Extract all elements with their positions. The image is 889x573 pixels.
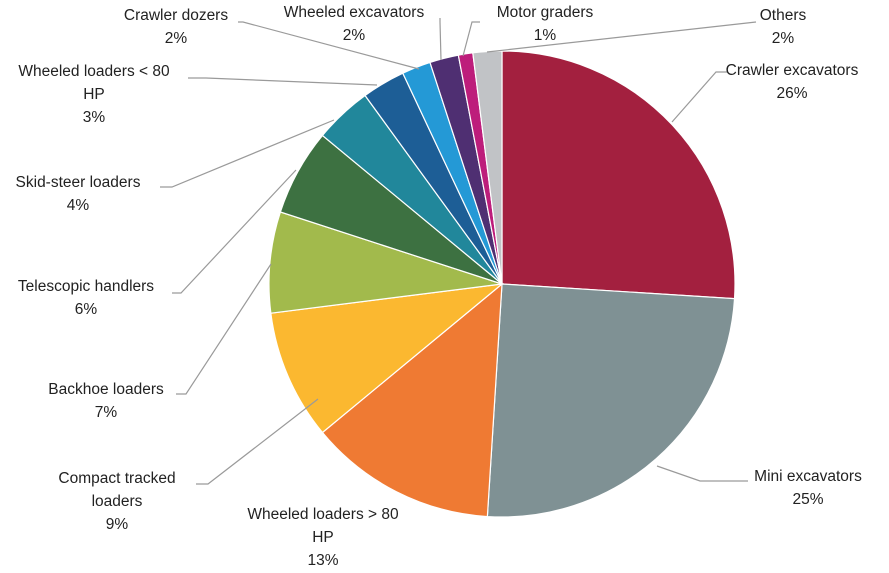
leader-line [172, 169, 297, 294]
slice-name: Motor graders [497, 4, 594, 21]
slice-percent: 2% [343, 27, 366, 44]
leader-line [238, 21, 420, 70]
slice-label: Telescopic handlers 6% [18, 278, 154, 318]
pie-slice-wheeled-loaders-80-hp [321, 282, 503, 518]
slice-label: Crawler excavators 26% [726, 62, 859, 102]
pie-slice-backhoe-loaders [268, 211, 503, 314]
slice-name: loaders [92, 493, 143, 510]
leader-line [160, 119, 335, 188]
slice-name: Telescopic handlers [18, 278, 154, 295]
slice-label: Wheeled excavators 2% [284, 4, 425, 44]
slice-percent: 26% [776, 85, 807, 102]
slice-name: Wheeled loaders > 80 [247, 506, 399, 523]
leader-line [176, 263, 272, 395]
leader-line [196, 398, 319, 485]
leader-line [671, 71, 728, 123]
slice-label: Skid-steer loaders 4% [16, 174, 141, 214]
slice-percent: 2% [772, 30, 795, 47]
slice-percent: 1% [534, 27, 557, 44]
slice-percent: 7% [95, 404, 118, 421]
slice-label: Wheeled loaders < 80 HP 3% [18, 63, 170, 126]
slice-name: Crawler dozers [124, 7, 228, 24]
slice-percent: 6% [75, 301, 98, 318]
slice-label: Wheeled loaders > 80 HP 13% [247, 506, 399, 569]
slice-name: Crawler excavators [726, 62, 859, 79]
slice-name: HP [312, 529, 334, 546]
leader-line [188, 77, 378, 86]
leader-line [462, 21, 480, 57]
slice-name: Backhoe loaders [48, 381, 164, 398]
slice-name: Skid-steer loaders [16, 174, 141, 191]
slice-name: HP [83, 86, 105, 103]
slice-name: Compact tracked [58, 470, 175, 487]
slice-label: Others 2% [760, 7, 807, 47]
pie-slice-compact-tracked-loaders [270, 283, 504, 434]
slice-percent: 2% [165, 30, 188, 47]
leader-lines [160, 18, 757, 485]
slice-name: Mini excavators [754, 468, 862, 485]
slice-percent: 3% [83, 109, 106, 126]
slice-labels: Crawler excavators 26% Mini excavators 25% W… [16, 4, 863, 569]
pie-slice-mini-excavators [486, 283, 736, 518]
pie-slice-crawler-excavators [501, 50, 736, 300]
slice-label: Backhoe loaders 7% [48, 381, 164, 421]
slice-name: Others [760, 7, 807, 24]
slice-name: Wheeled excavators [284, 4, 425, 21]
leader-line [439, 18, 442, 61]
slice-name: Wheeled loaders < 80 [18, 63, 170, 80]
pie-slices [268, 50, 736, 518]
leader-line [656, 465, 748, 482]
slice-percent: 13% [307, 552, 338, 569]
slice-label: Motor graders 1% [497, 4, 594, 44]
slice-label: Mini excavators 25% [754, 468, 862, 508]
slice-label: Compact tracked loaders 9% [58, 470, 175, 533]
slice-label: Crawler dozers 2% [124, 7, 228, 47]
slice-percent: 9% [106, 516, 129, 533]
slice-percent: 25% [792, 491, 823, 508]
leader-line [486, 21, 757, 53]
slice-percent: 4% [67, 197, 90, 214]
